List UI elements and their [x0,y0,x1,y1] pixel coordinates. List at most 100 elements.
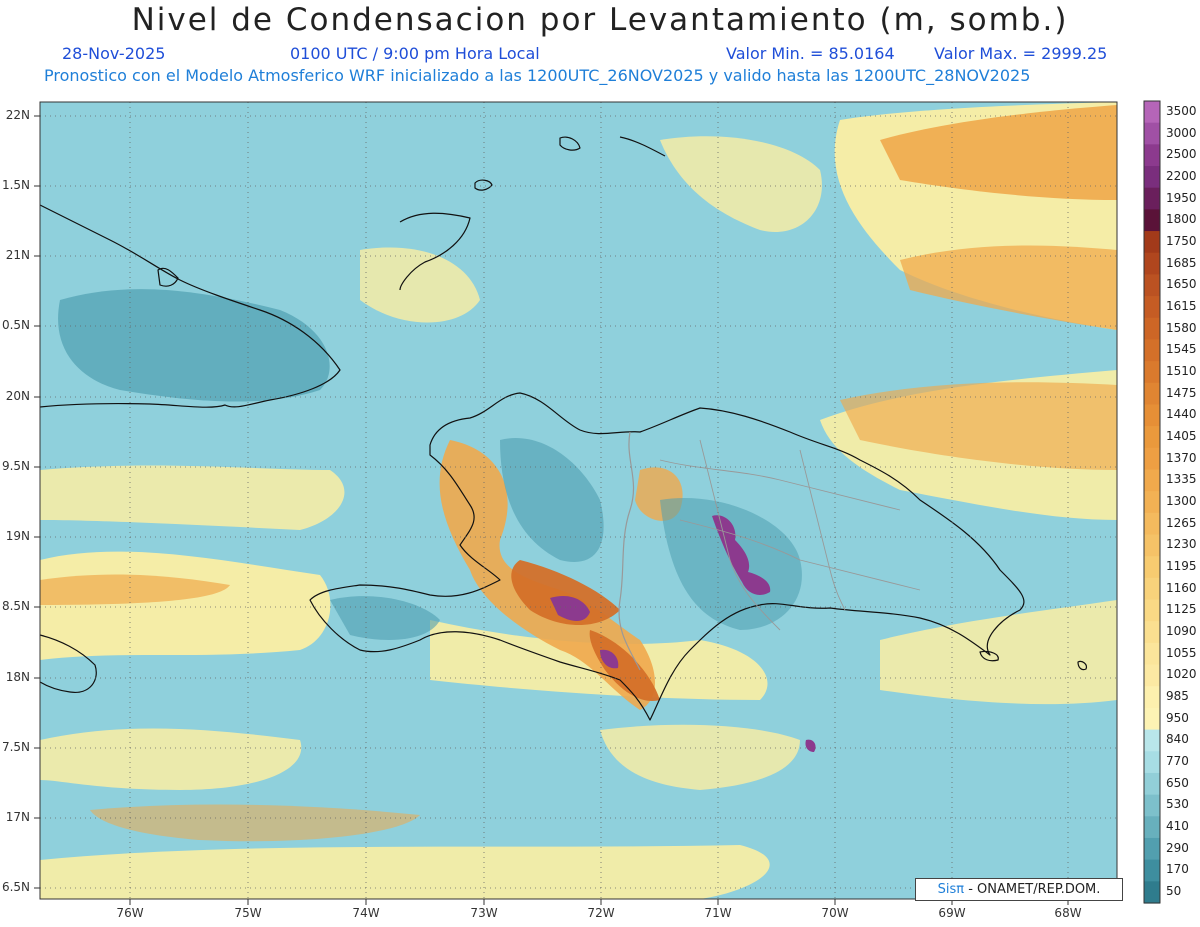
orange-region [880,105,1117,200]
colorbar-label: 1125 [1166,602,1197,617]
colorbar-label: 1335 [1166,472,1197,487]
colorbar-swatch [1144,577,1160,601]
lat-label: 17N [5,810,30,824]
colorbar-label: 1685 [1166,255,1197,270]
colorbar-swatch [1144,599,1160,622]
dark-orange-region [511,560,620,625]
colorbar-swatch [1144,404,1160,427]
lon-label: 74W [352,906,380,920]
colorbar-label: 1580 [1166,320,1197,335]
colorbar-swatch [1144,837,1160,861]
model-info: Pronostico con el Modelo Atmosferico WRF… [44,66,1031,85]
dark-teal-region [330,596,440,640]
lon-label: 68W [1054,906,1082,920]
colorbar-swatch [1144,469,1160,492]
lat-label: 1.5N [1,178,30,192]
credit-brand: Sisπ [937,882,965,897]
island-coastline [1077,660,1087,671]
colorbar-frame [1143,100,1161,904]
map-title: Nivel de Condensacion por Levantamiento … [131,2,1069,38]
colorbar-label: 770 [1166,754,1189,769]
colorbar-swatch [1144,252,1160,276]
min-value: Valor Min. = 85.0164 [726,44,895,63]
dark-teal-region [500,438,604,562]
coastlines [39,136,1087,721]
colorbar-swatch [1144,642,1160,666]
island-coastline [619,136,666,157]
colorbar-label: 1370 [1166,450,1197,465]
colorbar-label: 1090 [1166,624,1197,639]
island-coastline [157,267,179,287]
colorbar-swatch [1144,751,1160,774]
colorbar-label: 1950 [1166,190,1197,205]
yellow-region [660,136,822,232]
colorbar-label: 1195 [1166,559,1197,574]
colorbar-label: 1405 [1166,428,1197,443]
country-border [618,431,641,671]
island-coastline [474,179,493,191]
colorbar-swatch [1144,447,1160,471]
lat-label: 21N [5,248,30,262]
yellow-region [40,465,345,530]
colorbar-swatch [1144,794,1160,817]
purple-peak [600,649,619,669]
colorbar-label: 50 [1166,884,1182,899]
orange-region [900,245,1117,330]
colorbar-swatch [1144,426,1160,449]
orange-region [40,574,230,605]
island-coastline [979,650,999,662]
colorbar-label: 1475 [1166,385,1197,400]
colorbar-swatch [1144,187,1160,210]
colorbar-label: 1545 [1166,342,1197,357]
colorbar-swatch [1144,144,1160,167]
colorbar-swatch [1144,361,1160,384]
colorbar-swatch [1144,729,1160,752]
colorbar-swatch [1144,772,1160,796]
province-border [799,449,846,611]
lat-label: 19N [5,529,30,543]
colorbar-label: 1510 [1166,363,1197,378]
credit-box: Sisπ - ONAMET/REP.DOM. [915,878,1123,901]
yellow-region [40,845,770,899]
lat-label: 6.5N [1,880,30,894]
colorbar-label: 950 [1166,710,1189,725]
yellow-region [880,600,1117,705]
colorbar-label: 530 [1166,797,1189,812]
lon-label: 71W [704,906,732,920]
orange-region [840,382,1117,470]
colorbar-swatch [1144,881,1160,904]
orange-region [90,804,420,842]
colorbar-label: 1020 [1166,667,1197,682]
dark-orange-region [589,630,660,701]
island-coastline [559,136,581,151]
province-border [659,459,901,511]
forecast-time: 0100 UTC / 9:00 pm Hora Local [290,44,540,63]
lon-label: 72W [587,906,615,920]
lat-label: 8.5N [1,599,30,613]
hispaniola-coastline [309,392,1025,721]
colorbar-swatch [1144,274,1160,297]
colorbar-label: 410 [1166,819,1189,834]
colorbar-swatch [1144,707,1160,731]
lat-label: 22N [5,108,30,122]
colorbar-label: 1750 [1166,233,1197,248]
yellow-region [600,724,800,790]
colorbar-label: 170 [1166,862,1189,877]
colorbar-swatch [1144,491,1160,514]
cuba-coastline [39,204,341,408]
lat-label: 9.5N [1,459,30,473]
colorbar-swatch [1144,859,1160,882]
colorbar-swatch [1144,209,1160,232]
colorbar-label: 1800 [1166,212,1197,227]
colorbar-swatch [1144,122,1160,145]
colorbar-swatch [1144,231,1160,254]
colorbar-swatch [1144,382,1160,406]
colorbar-label: 290 [1166,840,1189,855]
colorbar-swatch [1144,686,1160,709]
colorbar-swatch [1144,512,1160,536]
colorbar-label: 985 [1166,689,1189,704]
colorbar-swatch [1144,621,1160,644]
forecast-date: 28-Nov-2025 [62,44,166,63]
lat-lon-grid [34,102,1117,905]
